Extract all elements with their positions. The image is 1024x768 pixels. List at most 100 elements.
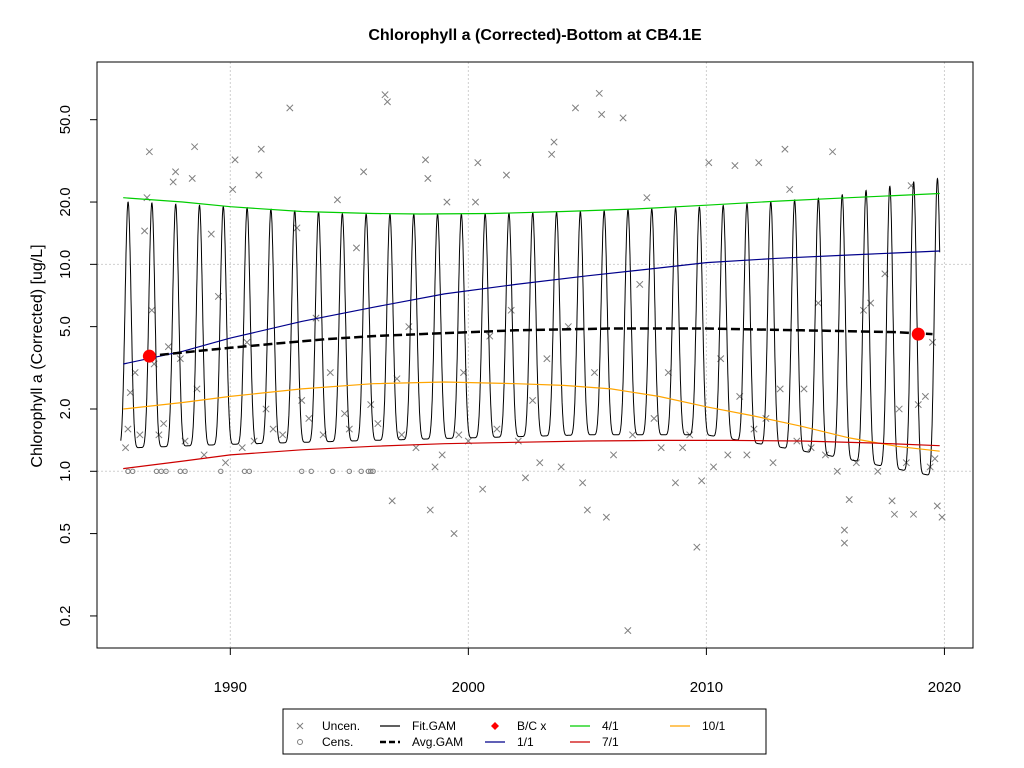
uncensored-point — [424, 174, 432, 183]
legend-item: 4/1 — [570, 719, 619, 733]
uncensored-point — [769, 459, 777, 467]
uncensored-point — [590, 368, 599, 377]
uncensored-point — [931, 455, 939, 463]
uncensored-point — [141, 227, 149, 235]
censored-point — [130, 468, 136, 474]
legend-item: 7/1 — [570, 735, 619, 749]
uncensored-point — [776, 385, 784, 393]
censored-point — [308, 468, 314, 474]
legend: Uncen. Cens. Fit.GAM Avg.GAM B/C x 1/1 4/1 7/1 1… — [282, 708, 767, 755]
uncensored-point — [305, 414, 313, 423]
uncensored-point — [388, 497, 396, 505]
uncensored-point — [207, 230, 215, 238]
legend-item: 1/1 — [485, 735, 534, 749]
uncensored-point — [888, 497, 896, 505]
uncensored-point — [381, 91, 389, 99]
uncensored-point — [231, 156, 239, 164]
uncensored-point — [172, 168, 180, 176]
uncensored-point — [443, 198, 451, 206]
legend-item: Fit.GAM — [380, 719, 456, 733]
uncensored-point — [521, 474, 530, 482]
uncensored-point — [471, 198, 480, 206]
uncensored-point — [543, 355, 551, 363]
uncensored-point — [933, 502, 941, 510]
uncensored-point — [474, 159, 482, 167]
censored-point — [218, 468, 224, 474]
censored-point — [299, 468, 305, 474]
uncensored-point — [412, 444, 420, 452]
uncensored-point — [636, 280, 644, 288]
uncensored-point — [571, 104, 580, 112]
uncensored-point — [136, 431, 144, 439]
censored-point — [329, 468, 336, 474]
legend-label: Fit.GAM — [412, 719, 456, 733]
uncensored-point — [493, 425, 501, 433]
uncensored-point — [269, 425, 277, 433]
uncensored-point — [724, 451, 732, 459]
x-axis: 1990 2000 2010 2020 — [214, 648, 961, 696]
censored-point — [246, 468, 253, 474]
uncensored-point — [486, 332, 494, 340]
censored-point — [346, 468, 353, 474]
uncensored-point — [257, 145, 265, 153]
y-tick-label: 2.0 — [57, 399, 74, 420]
series-line-11 — [123, 250, 940, 365]
series-line-avggam — [146, 327, 933, 358]
uncensored-observations — [122, 89, 946, 635]
uncensored-point — [279, 431, 287, 439]
series-lines — [120, 177, 941, 476]
uncensored-point — [514, 437, 522, 445]
y-tick-label: 50.0 — [57, 105, 74, 134]
bc-point — [911, 327, 925, 341]
y-tick-label: 10.0 — [57, 250, 74, 279]
uncensored-point — [840, 526, 849, 534]
uncensored-point — [169, 178, 177, 186]
uncensored-point — [928, 338, 937, 346]
legend-item: Avg.GAM — [380, 735, 463, 749]
legend-item: Uncen. — [296, 719, 360, 733]
uncensored-point — [705, 159, 713, 167]
censored-point — [163, 468, 169, 474]
uncensored-point — [450, 530, 458, 538]
uncensored-point — [800, 385, 808, 393]
uncensored-point — [890, 510, 898, 518]
y-axis-label: Chlorophyll a (Corrected) [ug/L] — [29, 244, 46, 467]
legend-label: Uncen. — [322, 719, 360, 733]
legend-box — [282, 708, 767, 755]
uncensored-point — [833, 467, 841, 475]
legend-label: 4/1 — [602, 719, 619, 733]
plot-area — [120, 89, 946, 635]
uncensored-point — [657, 444, 665, 452]
legend-swatch — [296, 722, 304, 730]
uncensored-point — [262, 405, 270, 413]
y-axis: 0.2 0.5 1.0 2.0 5.0 10.0 20.0 50.0 — [57, 105, 97, 626]
uncensored-point — [221, 459, 230, 467]
series-line-101 — [123, 381, 940, 452]
uncensored-point — [383, 98, 391, 106]
bc-points — [142, 327, 925, 363]
uncensored-point — [255, 171, 263, 179]
uncensored-point — [405, 323, 413, 331]
uncensored-point — [148, 306, 156, 314]
legend-label: B/C x — [517, 719, 546, 733]
uncensored-point — [548, 150, 556, 158]
uncensored-point — [602, 513, 610, 521]
censored-point — [370, 468, 376, 474]
uncensored-point — [188, 174, 196, 183]
uncensored-point — [398, 431, 406, 439]
uncensored-point — [671, 479, 679, 487]
uncensored-point — [874, 467, 882, 475]
uncensored-point — [755, 159, 763, 167]
censored-point — [368, 468, 374, 474]
plot-frame — [96, 61, 974, 649]
chart-title: Chlorophyll a (Corrected)-Bottom at CB4.… — [368, 27, 702, 44]
y-tick-label: 0.5 — [57, 523, 74, 544]
uncensored-point — [840, 539, 849, 547]
uncensored-point — [550, 138, 558, 146]
uncensored-point — [341, 410, 349, 418]
uncensored-point — [743, 451, 751, 459]
uncensored-point — [529, 396, 537, 404]
series-line-71 — [123, 439, 940, 470]
legend-label: 7/1 — [602, 735, 619, 749]
